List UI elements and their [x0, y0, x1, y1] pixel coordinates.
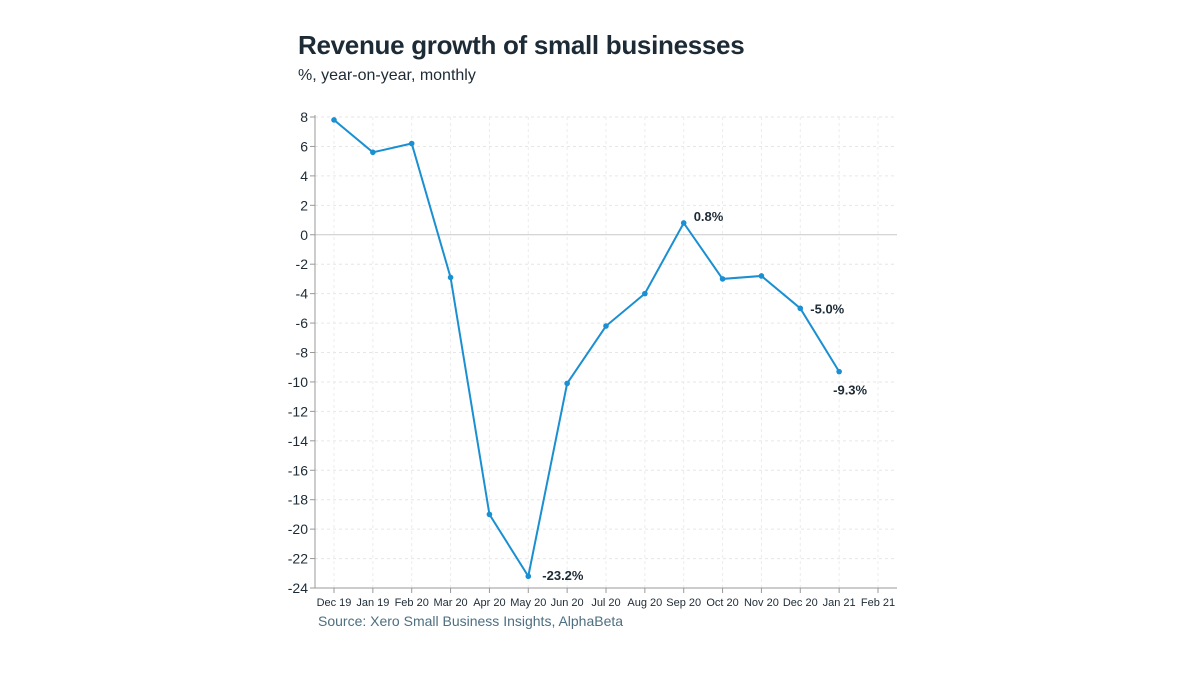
x-tick-label: Oct 20: [706, 597, 738, 609]
y-tick-label: -22: [288, 551, 308, 567]
data-point: [758, 273, 765, 279]
x-tick-label: Sep 20: [666, 597, 701, 609]
x-tick-label: Mar 20: [433, 597, 467, 609]
data-label: -5.0%: [810, 301, 844, 316]
data-point: [525, 573, 532, 580]
x-tick-label: Jun 20: [551, 597, 584, 609]
data-point: [408, 140, 415, 147]
y-tick-label: -18: [288, 492, 308, 508]
series-line: [333, 119, 840, 579]
data-point: [447, 274, 454, 281]
y-tick-label: -6: [296, 315, 309, 331]
data-point: [642, 290, 648, 297]
data-point: [836, 368, 842, 375]
x-tick-label: Apr 20: [473, 597, 505, 609]
data-point: [486, 511, 493, 518]
x-tick-label: Aug 20: [627, 597, 662, 609]
y-tick-label: 4: [300, 168, 308, 184]
x-tick-label: May 20: [510, 597, 546, 609]
data-label: -23.2%: [542, 568, 584, 583]
data-point: [603, 323, 609, 329]
x-tick-label: Nov 20: [744, 597, 779, 609]
chart-title: Revenue growth of small businesses: [298, 30, 745, 60]
y-tick-label: -8: [296, 345, 309, 361]
y-tick-label: -10: [288, 374, 308, 390]
data-point: [680, 220, 687, 226]
chart-subtitle: %, year-on-year, monthly: [298, 67, 476, 84]
y-tick-label: -16: [288, 462, 308, 478]
data-label: -9.3%: [833, 383, 867, 398]
y-tick-label: 2: [300, 197, 308, 213]
x-tick-label: Feb 21: [861, 597, 895, 609]
y-tick-label: -2: [296, 256, 309, 272]
y-tick-label: -24: [288, 580, 308, 596]
data-label: 0.8%: [694, 209, 724, 224]
y-tick-label: 0: [300, 227, 308, 243]
x-tick-label: Jul 20: [591, 597, 620, 609]
data-point: [370, 149, 376, 156]
x-tick-label: Jan 19: [356, 597, 389, 609]
chart-source: Source: Xero Small Business Insights, Al…: [318, 613, 624, 629]
y-tick-label: -4: [296, 286, 309, 302]
data-point: [719, 276, 726, 282]
y-tick-label: -20: [288, 521, 308, 537]
x-tick-label: Jan 21: [823, 597, 856, 609]
y-tick-label: 6: [300, 138, 308, 154]
y-tick-label: -14: [288, 433, 308, 449]
x-tick-label: Dec 20: [783, 597, 818, 609]
data-point: [331, 117, 337, 123]
data-point: [797, 305, 804, 312]
y-tick-label: -12: [288, 403, 308, 419]
x-tick-label: Dec 19: [317, 597, 352, 609]
y-tick-label: 8: [300, 109, 308, 125]
data-point: [564, 380, 570, 387]
x-tick-label: Feb 20: [395, 597, 429, 609]
